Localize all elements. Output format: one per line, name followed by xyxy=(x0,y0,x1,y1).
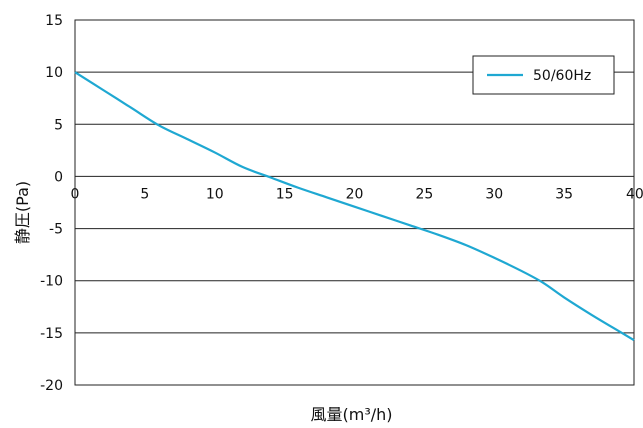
x-tick-label: 40 xyxy=(626,186,643,202)
grid-lines xyxy=(75,19,634,386)
legend-label: 50/60Hz xyxy=(533,68,591,84)
x-tick-label: 0 xyxy=(71,186,80,202)
legend: 50/60Hz xyxy=(472,55,615,95)
y-tick-label: -15 xyxy=(40,326,63,342)
y-tick-label: -20 xyxy=(40,378,63,394)
x-tick-label: 5 xyxy=(140,186,149,202)
y-tick-label: -5 xyxy=(49,222,63,238)
x-tick-label: 30 xyxy=(485,186,503,202)
x-tick-label: 35 xyxy=(555,186,573,202)
y-tick-labels: 15 10 5 0 -5 -10 -15 -20 xyxy=(40,13,63,394)
x-tick-labels: 0 5 10 15 20 25 30 35 40 xyxy=(71,186,643,202)
y-tick-label: 5 xyxy=(54,117,63,133)
y-axis-label: 静圧(Pa) xyxy=(13,181,32,244)
series-line-50-60hz xyxy=(74,71,635,342)
y-tick-label: -10 xyxy=(40,274,63,290)
y-tick-label: 10 xyxy=(45,65,63,81)
y-tick-label: 0 xyxy=(54,169,63,185)
x-tick-label: 10 xyxy=(206,186,224,202)
x-tick-label: 20 xyxy=(346,186,364,202)
plot-area-border xyxy=(74,19,635,386)
x-tick-label: 25 xyxy=(415,186,433,202)
x-axis-label: 風量(m³/h) xyxy=(310,405,392,424)
x-tick-label: 15 xyxy=(276,186,294,202)
y-tick-label: 15 xyxy=(45,13,63,29)
